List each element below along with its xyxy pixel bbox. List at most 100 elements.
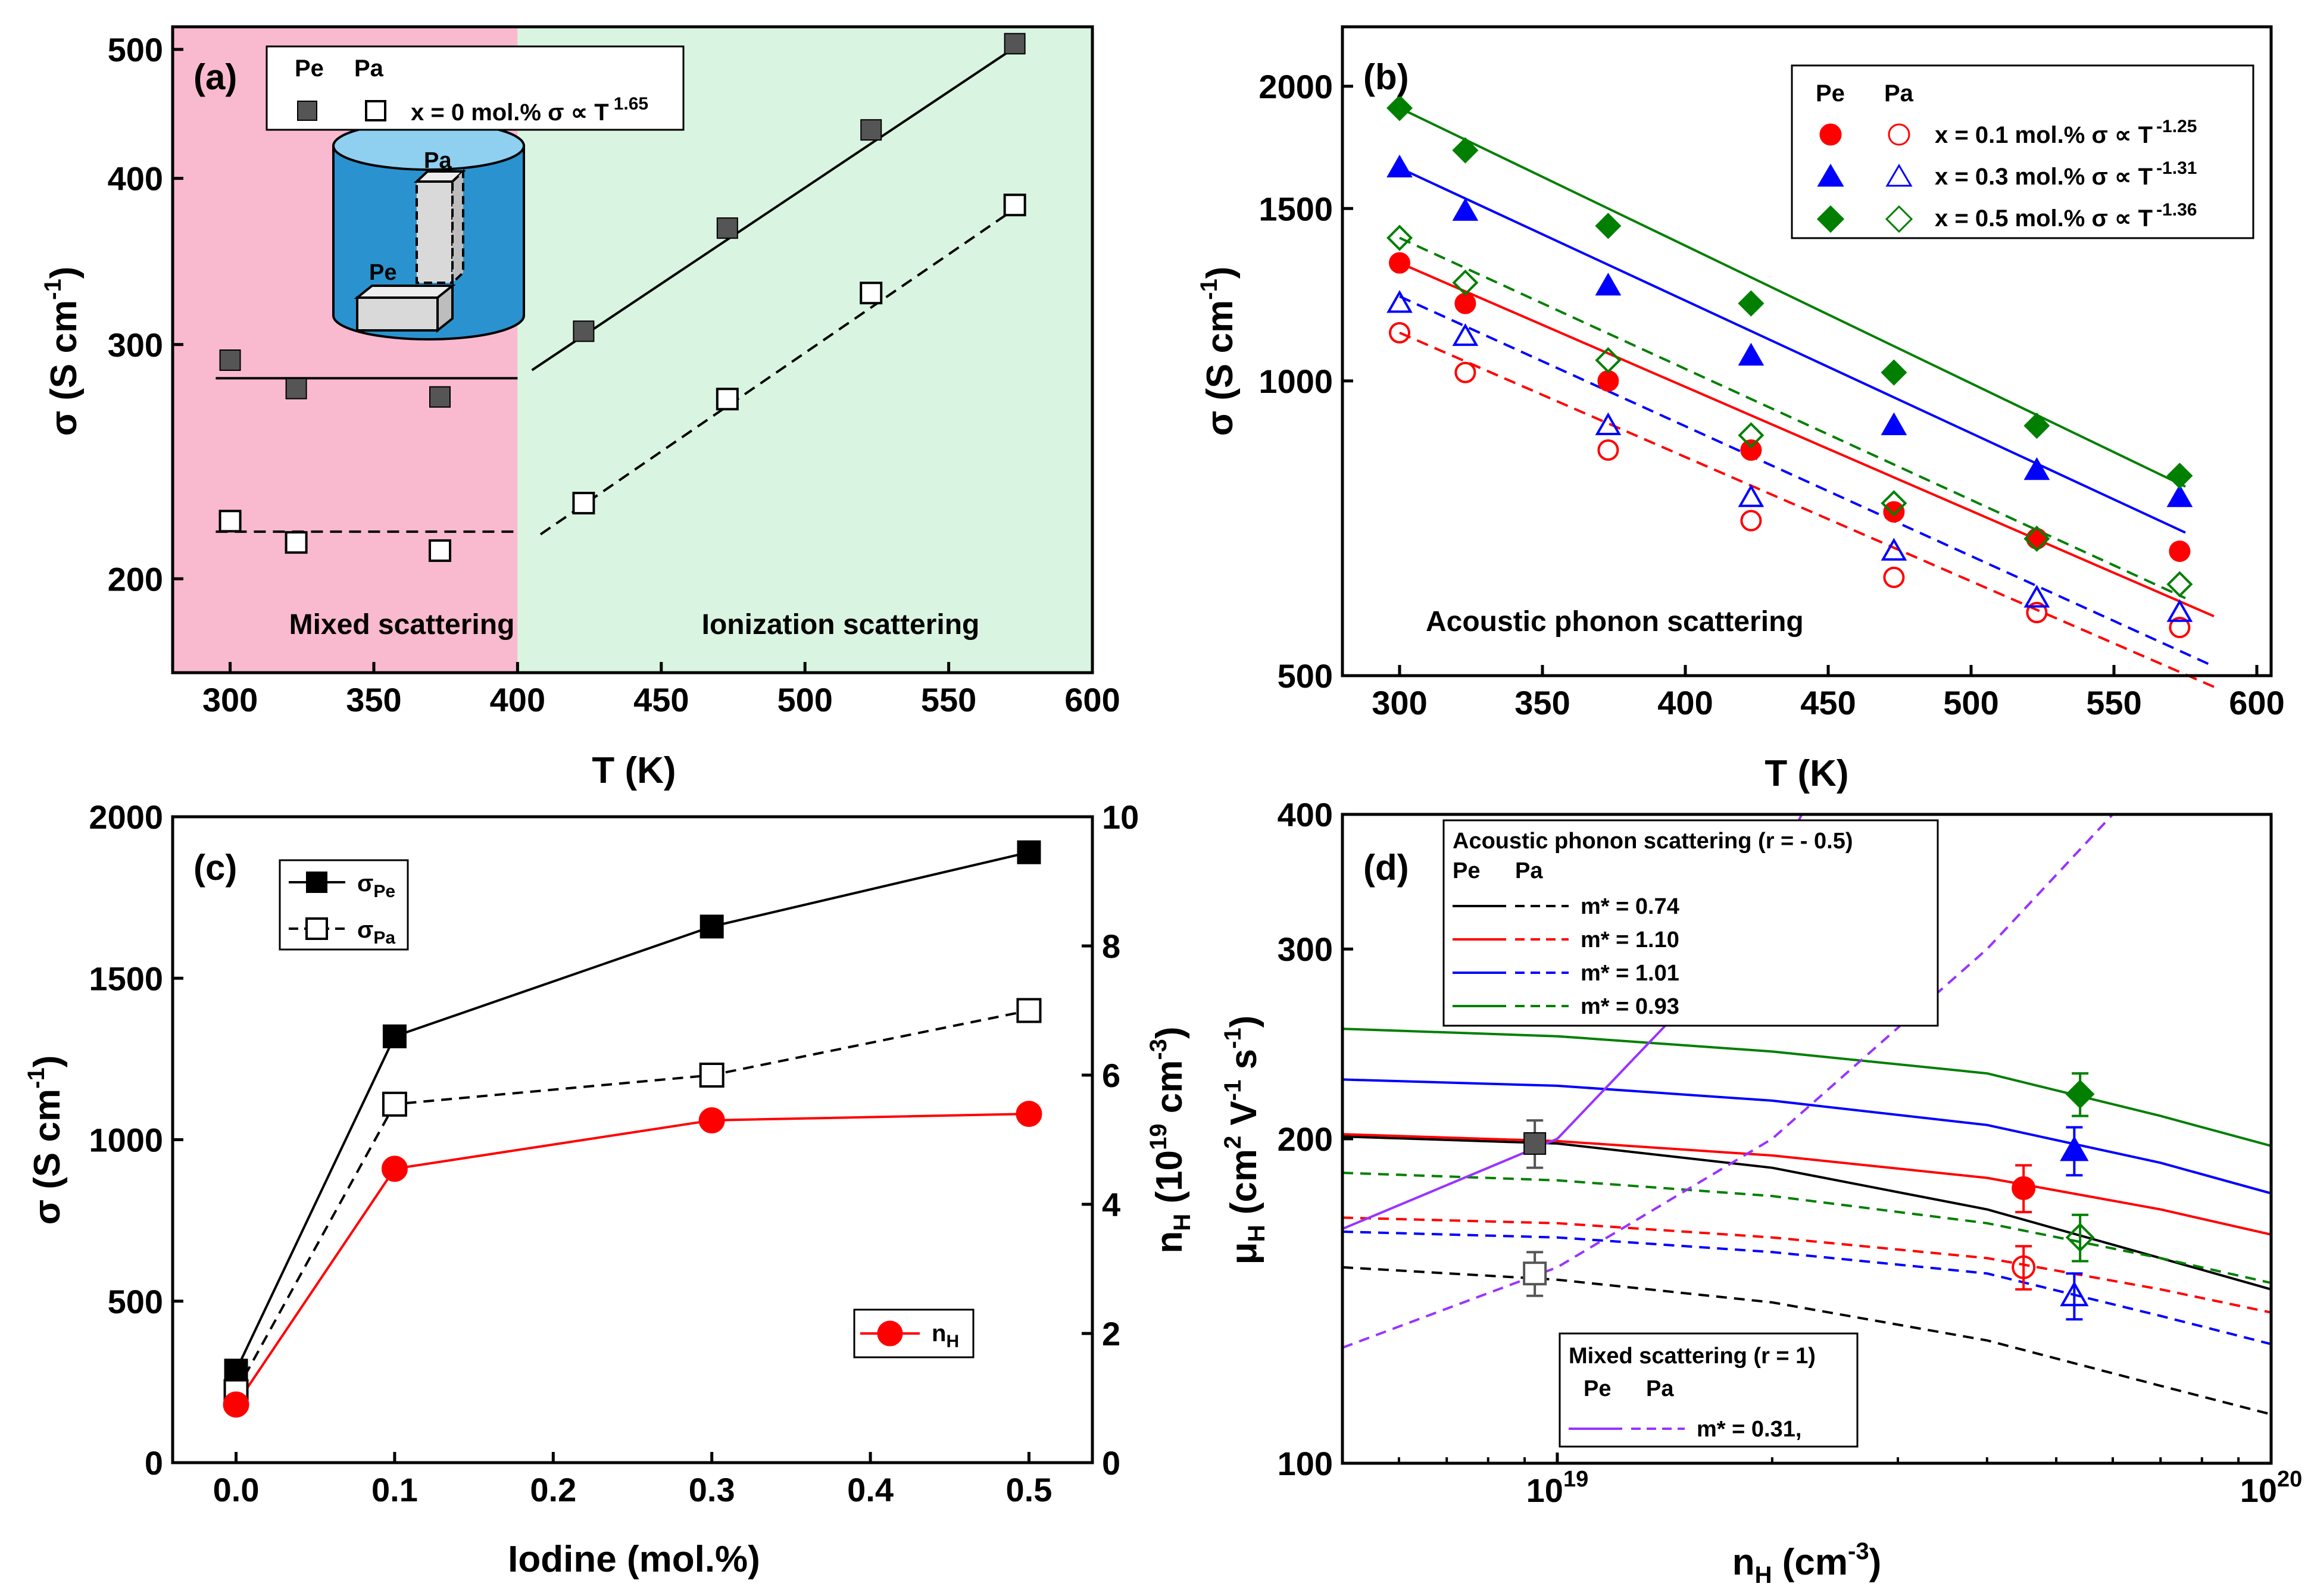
fit-line-b-3 (1399, 295, 2215, 668)
point-a-Pa-4 (716, 388, 739, 411)
c-y-ticklabel-500: 500 (108, 1283, 163, 1320)
point-b-5-4 (1881, 490, 1907, 517)
c-y-ticklabel-0: 0 (145, 1444, 163, 1482)
legend-d-m110: m* = 1.10 (1581, 927, 1679, 952)
legend-d-acoustic-title: Acoustic phonon scattering (r = - 0.5) (1453, 829, 1853, 854)
svg-text:x = 0.1 mol.% σ ∝ T-1.25: x = 0.1 mol.% σ ∝ T -1.25 (1935, 117, 2197, 148)
legend-b-entry-03: x = 0.3 mol.% σ ∝ T (1935, 164, 2153, 190)
point-a-Pa-2 (429, 539, 452, 562)
point-c-0-3 (1017, 840, 1041, 864)
c-x-ticklabel-0.5: 0.5 (1006, 1471, 1053, 1508)
point-b-4-4 (1881, 359, 1907, 386)
panel-c-xlabel: Iodine (mol.%) (508, 1539, 760, 1580)
fit-line-b-2 (1399, 167, 2186, 534)
panel-b-annotation: Acoustic phonon scattering (1426, 606, 1804, 638)
b-y-ticklabel-1000: 1000 (1258, 363, 1333, 400)
legend-b-marker-05-pa (1885, 205, 1913, 233)
point-b-1-0 (1389, 321, 1410, 343)
panel-label-c: (c) (193, 848, 237, 888)
point-c-2-3 (1016, 1101, 1042, 1127)
svg-text:nH: nH (932, 1320, 959, 1351)
point-b-2-1 (1452, 198, 1479, 221)
a-y-ticklabel-300: 300 (108, 326, 163, 364)
legend-b-entry-01: x = 0.1 mol.% σ ∝ T (1935, 122, 2153, 148)
legend-b-marker-01-pa (1888, 123, 1910, 146)
point-b-1-6 (2169, 617, 2191, 639)
panel-b-ylabel: σ (S cm-1) (1196, 267, 1241, 436)
a-x-ticklabel-400: 400 (490, 681, 545, 719)
b-x-ticklabel-500: 500 (1943, 684, 1998, 722)
point-b-5-0 (1386, 224, 1413, 251)
legend-c-marker-pa (305, 917, 328, 940)
fit-line-b-5 (1399, 236, 2186, 599)
fit-line-a-3 (539, 204, 1022, 536)
b-x-ticklabel-600: 600 (2229, 684, 2284, 722)
point-b-3-6 (2166, 599, 2193, 622)
panel-b-frame (1341, 25, 2273, 677)
point-c-1-1 (382, 1091, 407, 1117)
panel-c-ticks: 0 500 1000 1500 2000 0 2 4 6 8 10 0.0 0.1 0.2 0.3 0.4 0.… (89, 798, 1139, 1508)
point-a-Pe-0 (219, 349, 241, 371)
panel-a: 200 300 400 500 300 350 400 450 500 550 600 Pa Pe … (40, 25, 1120, 791)
a-x-ticklabel-300: 300 (202, 681, 258, 719)
curve-d-7 (1342, 1172, 2271, 1285)
d-x-ticklabel-1: 1020 (2240, 1467, 2303, 1509)
b-x-ticklabel-300: 300 (1372, 684, 1427, 722)
curve-d-2 (1342, 1133, 2271, 1236)
point-b-5-5 (2023, 525, 2050, 552)
c-y2-ticklabel-4: 4 (1102, 1186, 1120, 1223)
point-c-0-1 (382, 1024, 407, 1048)
legend-c-marker-pe (306, 872, 327, 893)
point-d-1 (1523, 1261, 1547, 1286)
svg-text:σPe: σPe (357, 870, 395, 901)
point-c-0-2 (699, 914, 724, 939)
point-a-Pe-5 (860, 119, 882, 141)
legend-d-m093: m* = 0.93 (1581, 994, 1679, 1019)
panel-c-legend-nh: nH (853, 1308, 975, 1358)
svg-text:x = 0 mol.% σ ∝ T1.65: x = 0 mol.% σ ∝ T 1.65 (411, 94, 648, 126)
fit-line-b-1 (1399, 332, 2215, 688)
panel-b-legend: Pe Pa x = 0.1 mol.% σ ∝ T -1.25 x = 0.3 m… (1791, 64, 2254, 239)
point-b-2-4 (1881, 412, 1907, 435)
point-b-5-2 (1595, 347, 1622, 374)
region-label-mixed: Mixed scattering (289, 609, 515, 641)
point-b-4-1 (1452, 137, 1479, 164)
legend-b-header-pa: Pa (1884, 80, 1914, 107)
c-y2-ticklabel-0: 0 (1102, 1444, 1120, 1482)
legend-d-mixed-title: Mixed scattering (r = 1) (1569, 1344, 1816, 1369)
c-y-ticklabel-2000: 2000 (89, 798, 163, 836)
point-b-3-0 (1386, 290, 1413, 313)
point-b-0-3 (1740, 439, 1762, 461)
point-b-1-5 (2026, 601, 2048, 623)
a-y-ticklabel-500: 500 (108, 31, 163, 68)
b-y-ticklabel-2000: 2000 (1258, 68, 1333, 105)
panel-c: 0 500 1000 1500 2000 0 2 4 6 8 10 0.0 0.1 0.2 0.3 0.4 0.… (23, 798, 1195, 1580)
fit-line-a-2 (531, 42, 1022, 371)
line-c-0 (235, 851, 1029, 1372)
legend-d-mixed-header-pa: Pa (1646, 1376, 1674, 1401)
panel-c-ylabel: σ (S cm-1) (23, 1055, 68, 1225)
point-b-3-2 (1595, 412, 1622, 435)
legend-b-exponent-01: -1.25 (2156, 117, 2197, 136)
d-y-ticklabel-400: 400 (1278, 796, 1333, 833)
point-b-3-3 (1738, 484, 1765, 507)
point-d-0 (1523, 1132, 1547, 1155)
legend-d-acoustic-header-pa: Pa (1515, 858, 1543, 883)
point-b-1-1 (1454, 361, 1476, 383)
point-b-5-3 (1738, 422, 1765, 449)
panel-b-points (1386, 95, 2193, 639)
point-b-0-4 (1883, 501, 1905, 523)
c-x-ticklabel-0.0: 0.0 (213, 1471, 260, 1508)
b-x-ticklabel-350: 350 (1514, 684, 1570, 722)
panel-a-ticks: 200 300 400 500 300 350 400 450 500 550 600 (108, 31, 1120, 719)
legend-a-marker-pa (365, 100, 386, 121)
legend-d-m074: m* = 0.74 (1581, 894, 1679, 919)
inset-label-pa: Pa (424, 148, 452, 173)
curve-d-5 (1342, 1230, 2271, 1345)
point-b-4-3 (1738, 290, 1765, 317)
point-a-Pa-6 (1003, 193, 1026, 217)
panel-c-lines (235, 851, 1029, 1406)
point-b-3-5 (2023, 585, 2050, 608)
